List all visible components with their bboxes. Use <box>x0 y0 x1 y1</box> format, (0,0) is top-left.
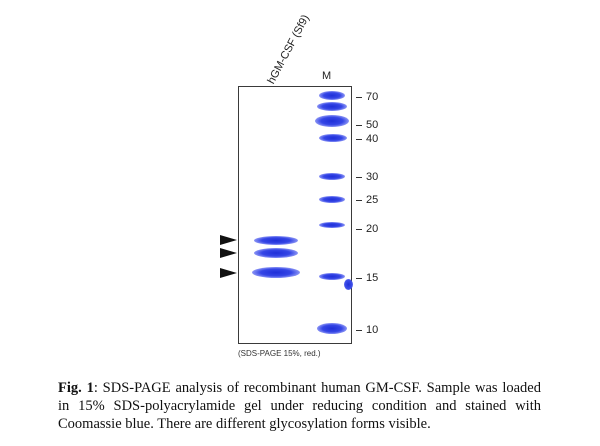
arrowhead-icon <box>220 235 237 245</box>
marker-band <box>319 196 345 203</box>
mw-marker-40: 40 <box>356 133 378 145</box>
gel-conditions-note: (SDS-PAGE 15%, red.) <box>238 349 321 358</box>
marker-band <box>315 115 349 127</box>
marker-band <box>319 273 345 280</box>
marker-band <box>317 102 347 111</box>
mw-marker-10: 10 <box>356 324 378 336</box>
marker-band <box>319 134 347 142</box>
mw-marker-70: 70 <box>356 91 378 103</box>
arrowhead-icon <box>220 268 237 278</box>
mw-marker-25: 25 <box>356 194 378 206</box>
sample-lane-label: hGM-CSF (Sf9) <box>265 12 312 87</box>
mw-marker-50: 50 <box>356 119 378 131</box>
marker-band <box>319 173 345 180</box>
caption-text: : SDS-PAGE analysis of recombinant human… <box>58 380 541 432</box>
marker-lane-label: M <box>322 70 332 82</box>
sample-band <box>254 248 298 258</box>
marker-band <box>319 222 345 228</box>
edge-spot <box>344 279 353 290</box>
figure-caption: Fig. 1: SDS-PAGE analysis of recombinant… <box>58 379 541 433</box>
mw-marker-20: 20 <box>356 223 378 235</box>
mw-marker-30: 30 <box>356 171 378 183</box>
mw-marker-15: 15 <box>356 272 378 284</box>
gel-image <box>238 86 353 344</box>
arrowhead-icon <box>220 248 237 258</box>
caption-label: Fig. 1 <box>58 380 94 396</box>
marker-band <box>319 91 345 100</box>
sample-band <box>254 236 298 245</box>
marker-band <box>317 323 347 334</box>
sample-band <box>252 267 300 278</box>
